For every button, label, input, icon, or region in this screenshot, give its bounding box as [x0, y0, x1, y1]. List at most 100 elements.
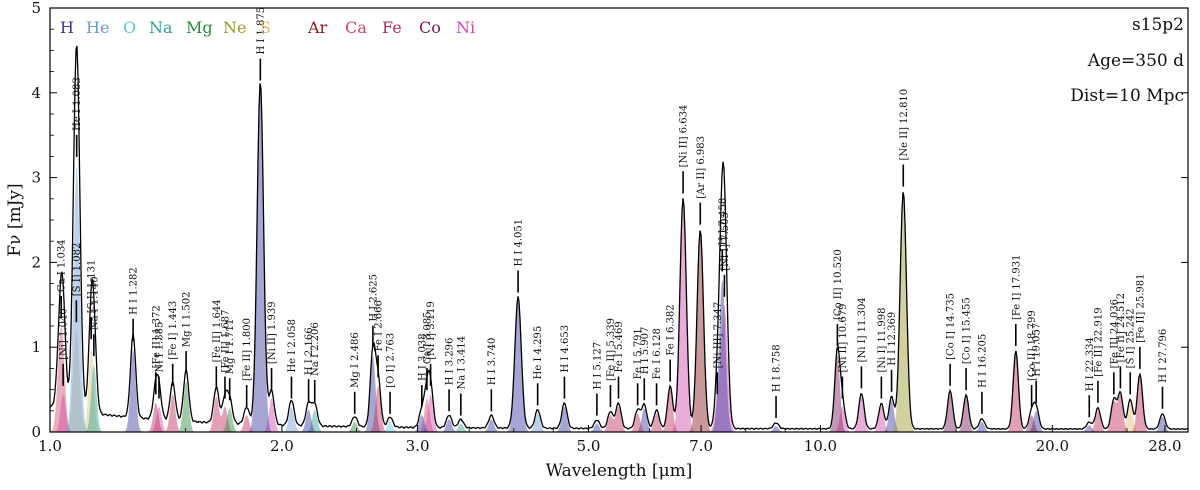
line-label: [Fe II] 5.339	[606, 318, 617, 381]
total-spectrum	[49, 45, 1189, 431]
title-distance: Dist=10 Mpc	[1070, 86, 1184, 106]
line-label: [Fe I] 1.443	[168, 301, 179, 360]
line-label: [Ni I] 7.505	[720, 212, 731, 271]
y-tick-label: 2	[31, 253, 41, 271]
line-label: [Ni I] 3.119	[426, 301, 437, 360]
line-label: He I 4.295	[533, 326, 544, 380]
line-label: H I 12.369	[887, 312, 898, 366]
y-tick-label: 0	[31, 423, 41, 441]
line-label: Mg I 1.711	[225, 319, 236, 375]
line-label: Mg I 1.502	[182, 292, 193, 348]
line-label: He I 1.083	[72, 77, 83, 131]
line-label: [Co I] 14.735	[946, 293, 957, 360]
line-label: [Fe II] 1.372	[151, 305, 162, 368]
line-label: H I 3.038	[417, 333, 428, 381]
line-label: H I 1.875	[256, 7, 267, 55]
line-label: [Ne II] 12.810	[899, 89, 910, 161]
line-label: H I 4.051	[514, 219, 525, 267]
line-label: H I 2.166	[304, 327, 315, 375]
line-label: H I 4.653	[560, 325, 571, 373]
y-axis-label: Fν [mJy]	[5, 183, 25, 256]
legend: H He O Na Mg Ne S Ar Ca Fe Co Ni	[60, 18, 475, 37]
line-label: [Ni III] 7.347	[713, 302, 724, 369]
line-label: H I 1.282	[129, 267, 140, 315]
legend-na: Na	[149, 18, 173, 37]
spectrum-line	[49, 45, 1189, 431]
line-label: H I 8.758	[772, 344, 783, 392]
x-tick-label: 10.0	[804, 437, 837, 455]
line-label: [Fe II] 22.919	[1093, 307, 1104, 376]
line-label: Na I 3.414	[456, 336, 467, 390]
legend-s: S	[260, 18, 271, 37]
line-label: Fe I 5.469	[614, 321, 625, 372]
y-tick-label: 3	[31, 169, 41, 187]
line-label: H I 27.796	[1158, 329, 1169, 383]
line-label: Fe I 5.791	[633, 328, 644, 379]
y-tick-label: 1	[31, 338, 41, 356]
line-label: Na I 1.140	[89, 277, 100, 331]
y-tick-label: 5	[31, 0, 41, 17]
line-label: H I 5.907	[640, 327, 651, 375]
x-tick-label: 5.0	[577, 437, 601, 455]
line-label: [Ni I] 11.998	[877, 307, 888, 372]
line-label: [Fe II] 24.036	[1109, 299, 1120, 368]
line-label: H I 7.458	[718, 198, 729, 246]
x-tick-label: 3.0	[406, 437, 430, 455]
line-label: [Fe I] 17.931	[1011, 255, 1022, 320]
line-label: [Fe II] 25.981	[1135, 274, 1146, 343]
fill-fe	[50, 354, 1188, 432]
line-label: H I 19.057	[1032, 323, 1043, 377]
line-label: [Fe II] 1.687	[220, 310, 231, 373]
line-label: Ni I 1.385	[154, 322, 165, 373]
legend-co: Co	[419, 18, 441, 37]
legend-fe: Fe	[382, 18, 402, 37]
y-tick-label: 4	[31, 84, 41, 102]
line-label: [S I] 1.131	[87, 260, 98, 314]
legend-mg: Mg	[186, 18, 213, 37]
line-label: [S I] 25.242	[1126, 308, 1137, 368]
legend-h: H	[60, 18, 74, 37]
line-label: [Ni] 1.040	[59, 308, 70, 360]
fill-ne	[50, 195, 1188, 432]
line-label: Fe I 6.382	[666, 304, 677, 355]
legend-he: He	[86, 18, 109, 37]
line-label: H I 5.127	[592, 342, 603, 390]
line-label: [S I] 1.082	[72, 243, 83, 297]
line-label: [Co II] 10.520	[833, 249, 844, 320]
line-label: Ca I 3.085	[422, 312, 433, 365]
x-tick-label: 1.0	[38, 437, 62, 455]
line-label: [Fe II] 24.512	[1116, 293, 1127, 362]
line-label: [Co I] 15.455	[962, 297, 973, 364]
line-label: [Ni II] 6.634	[679, 105, 690, 168]
legend-ne: Ne	[223, 18, 246, 37]
x-axis-label: Wavelength [μm]	[546, 461, 693, 481]
line-label: H I 3.740	[487, 338, 498, 386]
legend-ca: Ca	[345, 18, 367, 37]
line-label: Mg I 2.486	[350, 332, 361, 388]
x-tick-label: 28.0	[1148, 437, 1181, 455]
title-model: s15p2	[1132, 15, 1184, 35]
title-age: Age=350 d	[1087, 51, 1184, 71]
line-label: H I 3.296	[445, 338, 456, 386]
line-label: Fe I 6.128	[652, 328, 663, 379]
legend-ar: Ar	[307, 18, 328, 37]
line-label: Ca I 1.034	[57, 239, 68, 292]
line-label: [Ni II] 10.679	[838, 304, 849, 373]
line-label: H I 16.205	[977, 334, 988, 388]
element-fills	[50, 90, 1188, 433]
line-label: Fe I 2.666	[374, 300, 385, 351]
line-label: [Ni II] 1.939	[267, 301, 278, 364]
line-label: H I 2.625	[368, 274, 379, 322]
line-label: [Fe II] 1.644	[212, 299, 223, 362]
axis-ticks: 1.0 2.0 3.0 5.0 7.0 10.0 20.0 28.0 0 1 2 3 4 5	[31, 0, 1188, 455]
line-label: [Ar II] 6.983	[696, 136, 707, 199]
line-label: [Ni I] 11.304	[857, 297, 868, 362]
x-tick-label: 2.0	[270, 437, 294, 455]
x-tick-label: 7.0	[689, 437, 713, 455]
line-label: H I 22.334	[1085, 337, 1096, 391]
line-label: Na I 2.206	[310, 322, 321, 376]
line-label: [Co II] 18.799	[1027, 310, 1038, 381]
legend-ni: Ni	[456, 18, 475, 37]
line-label: He I 2.058	[287, 319, 298, 373]
